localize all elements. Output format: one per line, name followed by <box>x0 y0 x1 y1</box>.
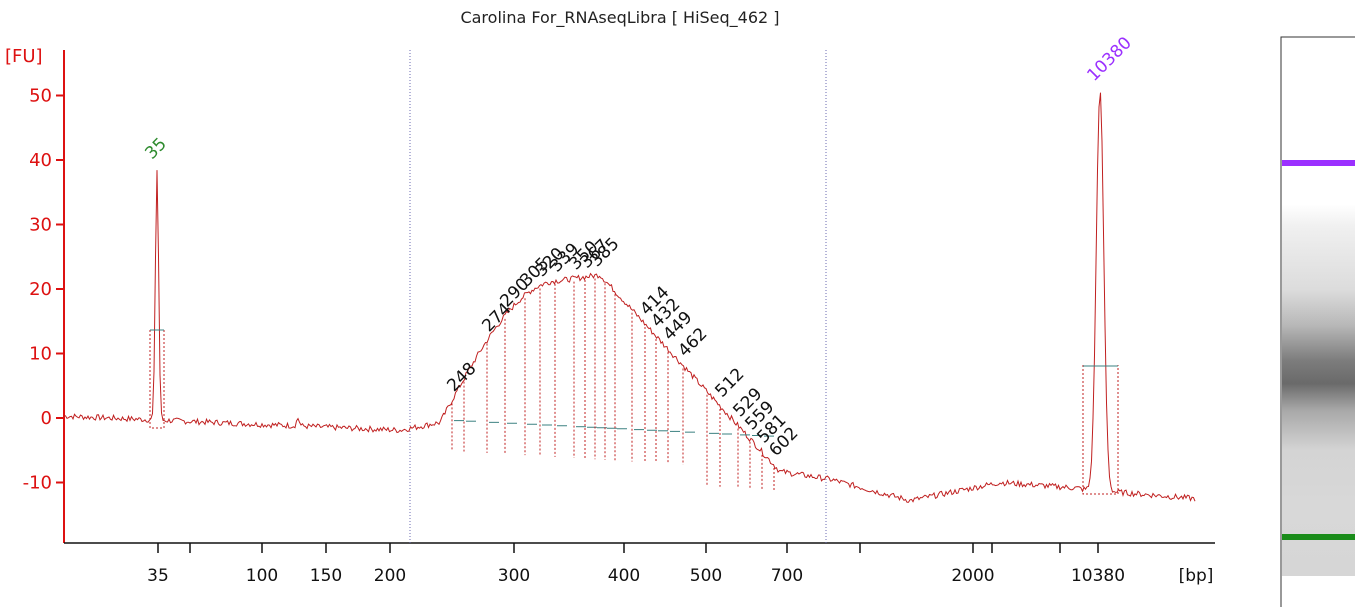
x-axis-label: [bp] <box>1179 566 1214 586</box>
y-tick-label: 20 <box>29 279 52 300</box>
x-tick-label: 100 <box>246 566 278 586</box>
x-tick-label: 700 <box>771 566 803 586</box>
gel-upper-marker-band <box>1282 160 1355 166</box>
peak-area-box <box>1082 365 1119 495</box>
x-tick-label: 2000 <box>951 566 994 586</box>
gel-lower-marker-band <box>1282 534 1355 540</box>
y-tick-label: 50 <box>29 86 52 107</box>
x-tick-label: 500 <box>690 566 722 586</box>
electropherogram-chart: [FU] -10 0 10 20 30 40 50 35 100 150 200 300 400 500 70… <box>5 33 1215 586</box>
y-tick-label: 10 <box>29 344 52 365</box>
peak-size-label: 10380 <box>1083 33 1135 85</box>
axes: [FU] -10 0 10 20 30 40 50 35 100 150 200 300 400 500 70… <box>5 46 1215 586</box>
gel-background <box>1282 128 1355 576</box>
chart-title: Carolina For_RNAseqLibra [ HiSeq_462 ] <box>460 8 780 27</box>
trace-group <box>63 92 1196 503</box>
peak-area-box <box>149 330 165 429</box>
x-tick-label: 150 <box>310 566 342 586</box>
y-tick-label: 0 <box>41 408 52 429</box>
gel-lane <box>1280 36 1355 607</box>
electropherogram-trace <box>63 92 1196 503</box>
y-axis-label: [FU] <box>5 46 43 67</box>
x-tick-label: 10380 <box>1071 566 1125 586</box>
y-tick-label: -10 <box>23 473 52 494</box>
x-tick-label: 300 <box>498 566 530 586</box>
y-tick-label: 30 <box>29 215 52 236</box>
y-tick-label: 40 <box>29 150 52 171</box>
x-tick-label: 200 <box>374 566 406 586</box>
x-tick-label: 400 <box>608 566 640 586</box>
peak-size-label: 35 <box>141 134 170 163</box>
smear-size-label: 248 <box>443 359 480 396</box>
x-tick-label: 35 <box>147 566 169 586</box>
peak-labels: 2482742903053203393503673854144324494625… <box>141 33 1135 460</box>
